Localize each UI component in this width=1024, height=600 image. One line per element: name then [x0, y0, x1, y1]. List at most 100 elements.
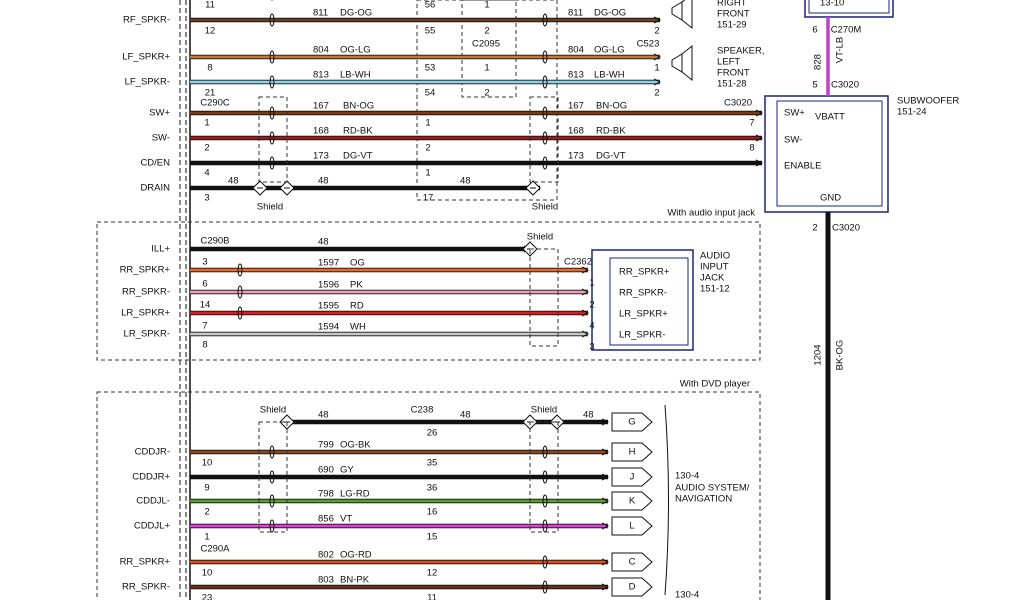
color-code: PK [350, 280, 363, 291]
circuit-number: 48 [583, 410, 594, 421]
pin-number: 21 [205, 88, 216, 99]
shield-label: Shield [532, 202, 558, 213]
pin-number: 35 [427, 458, 438, 469]
pin-number: 2 [484, 88, 489, 99]
wire-label: SW+ [149, 108, 170, 119]
circuit-number: 813 [313, 70, 329, 81]
shield-ground [279, 180, 295, 196]
pin-number: 17 [423, 193, 434, 204]
connector-pin [611, 516, 653, 536]
shield-ground [525, 180, 541, 196]
color-code: VT-LB [835, 37, 846, 63]
circuit-number: 802 [318, 550, 334, 561]
connector-name: C2362 [564, 257, 592, 268]
splice [542, 494, 548, 508]
connector-letter: G [628, 417, 635, 428]
color-code: OG-LG [340, 45, 371, 56]
pin-number: 9 [204, 483, 209, 494]
color-code: BK-OG [835, 340, 846, 371]
splice [269, 13, 275, 27]
color-code: OG-RD [340, 550, 372, 561]
brace [664, 404, 669, 596]
pin-number: 54 [425, 88, 436, 99]
shield-outline [258, 96, 288, 183]
arrow [581, 288, 590, 296]
circuit-number: 803 [318, 575, 334, 586]
pin-number: 23 [202, 593, 213, 600]
connector-name: C2095 [472, 39, 500, 50]
wire-label: ILL+ [151, 244, 170, 255]
pin-number: 7 [202, 321, 207, 332]
pin-number: 1 [654, 63, 659, 74]
splice [269, 519, 275, 533]
circuit-number: 48 [318, 176, 329, 187]
wire-label: CDDJL- [136, 496, 170, 507]
shield-label: Shield [527, 232, 553, 243]
pin-number: 3 [589, 342, 594, 353]
splice [542, 156, 548, 170]
pin-number: 2 [654, 88, 659, 99]
pin-number: 56 [425, 0, 436, 11]
wire-label: LR_SPKR- [124, 329, 170, 340]
device-label: SPEAKER, [717, 46, 765, 57]
connector-name: C3020 [832, 223, 860, 234]
circuit-number: 799 [318, 440, 334, 451]
splice [269, 75, 275, 89]
arrow [601, 558, 610, 566]
option-box [96, 391, 761, 600]
device-label: 151-29 [717, 20, 747, 31]
device-label: SUBWOOFER [897, 96, 959, 107]
connector-pin [611, 491, 653, 511]
connector-letter: D [629, 582, 636, 593]
wire-label: RR_SPKR+ [120, 265, 171, 276]
circuit-number: 168 [313, 126, 329, 137]
splice [237, 263, 243, 277]
circuit-number: 173 [313, 151, 329, 162]
splice [542, 445, 548, 459]
pin-number: 15 [427, 532, 438, 543]
circuit-number: 811 [313, 8, 328, 19]
device-pin: RR_SPKR+ [619, 267, 670, 278]
connector-letter: L [629, 521, 634, 532]
pin-number: 3 [202, 257, 207, 268]
wire-label: DRAIN [140, 183, 170, 194]
pin-number: 6 [812, 25, 817, 36]
color-code: LB-WH [340, 70, 371, 81]
pin-number: 2 [589, 300, 594, 311]
color-code: RD-BK [343, 126, 373, 137]
splice [542, 75, 548, 89]
device-pin: VBATT [815, 112, 845, 123]
shield-label: Shield [257, 202, 283, 213]
pin-number: 1 [484, 63, 489, 74]
splice [542, 555, 548, 569]
device-label: AUDIO SYSTEM/ [675, 483, 750, 494]
pin-number: 8 [202, 340, 207, 351]
shield-label: Shield [531, 405, 557, 416]
splice [237, 285, 243, 299]
device-label: FRONT [717, 68, 750, 79]
arrow [653, 53, 662, 61]
splice [542, 470, 548, 484]
circuit-number: 690 [318, 465, 334, 476]
connector-name: C3020 [724, 98, 752, 109]
connector-pin [611, 412, 653, 432]
splice [269, 156, 275, 170]
circuit-number: 856 [318, 514, 334, 525]
color-code: OG-BK [340, 440, 371, 451]
circuit-number: 1204 [813, 344, 824, 365]
wire-label: LF_SPKR- [125, 77, 170, 88]
circuit-number: 804 [313, 45, 329, 56]
arrow [601, 448, 610, 456]
connector-name: C3020 [831, 80, 859, 91]
pin-number: 55 [425, 26, 436, 37]
wire-label: RR_SPKR- [122, 582, 170, 593]
connector-letter: J [630, 472, 635, 483]
pin-number: 10 [202, 568, 213, 579]
pin-number: 12 [427, 568, 438, 579]
circuit-number: 48 [460, 176, 471, 187]
circuit-number: 798 [318, 489, 334, 500]
device-pin: SW+ [784, 108, 805, 119]
wire-label: SW- [152, 133, 170, 144]
section-title: With DVD player [680, 379, 750, 390]
